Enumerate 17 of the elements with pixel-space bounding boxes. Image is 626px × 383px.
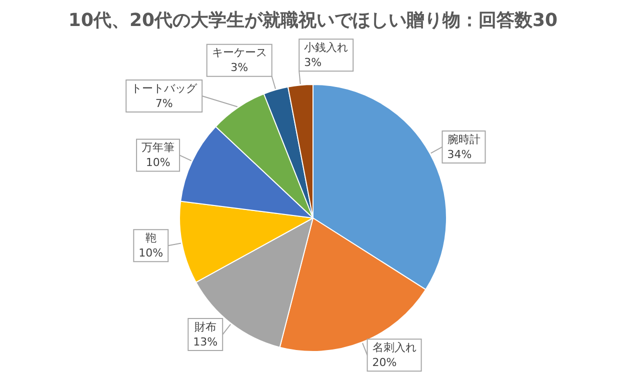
slice-label: 名刺入れ: [372, 341, 416, 354]
slice-label: 財布: [194, 320, 216, 334]
data-label: 13%: [193, 335, 218, 348]
chart-title: 10代、20代の大学生が就職祝いでほしい贈り物：回答数30: [67, 9, 559, 33]
slice-label: キーケース: [212, 46, 267, 60]
data-label: 3%: [304, 56, 322, 70]
slice-label: 鞄: [145, 232, 156, 244]
data-label: 10%: [138, 246, 164, 260]
slice-label: 小銭入れ: [304, 41, 348, 54]
data-label: 20%: [372, 356, 397, 369]
slice-label: 腕時計: [447, 132, 480, 146]
slice-label: 万年筆: [142, 141, 175, 154]
slice-label: トートバッグ: [131, 82, 198, 95]
data-label: 34%: [447, 148, 472, 161]
data-label: 7%: [155, 96, 173, 110]
data-label: 10%: [146, 156, 170, 170]
data-label: 3%: [230, 61, 248, 74]
